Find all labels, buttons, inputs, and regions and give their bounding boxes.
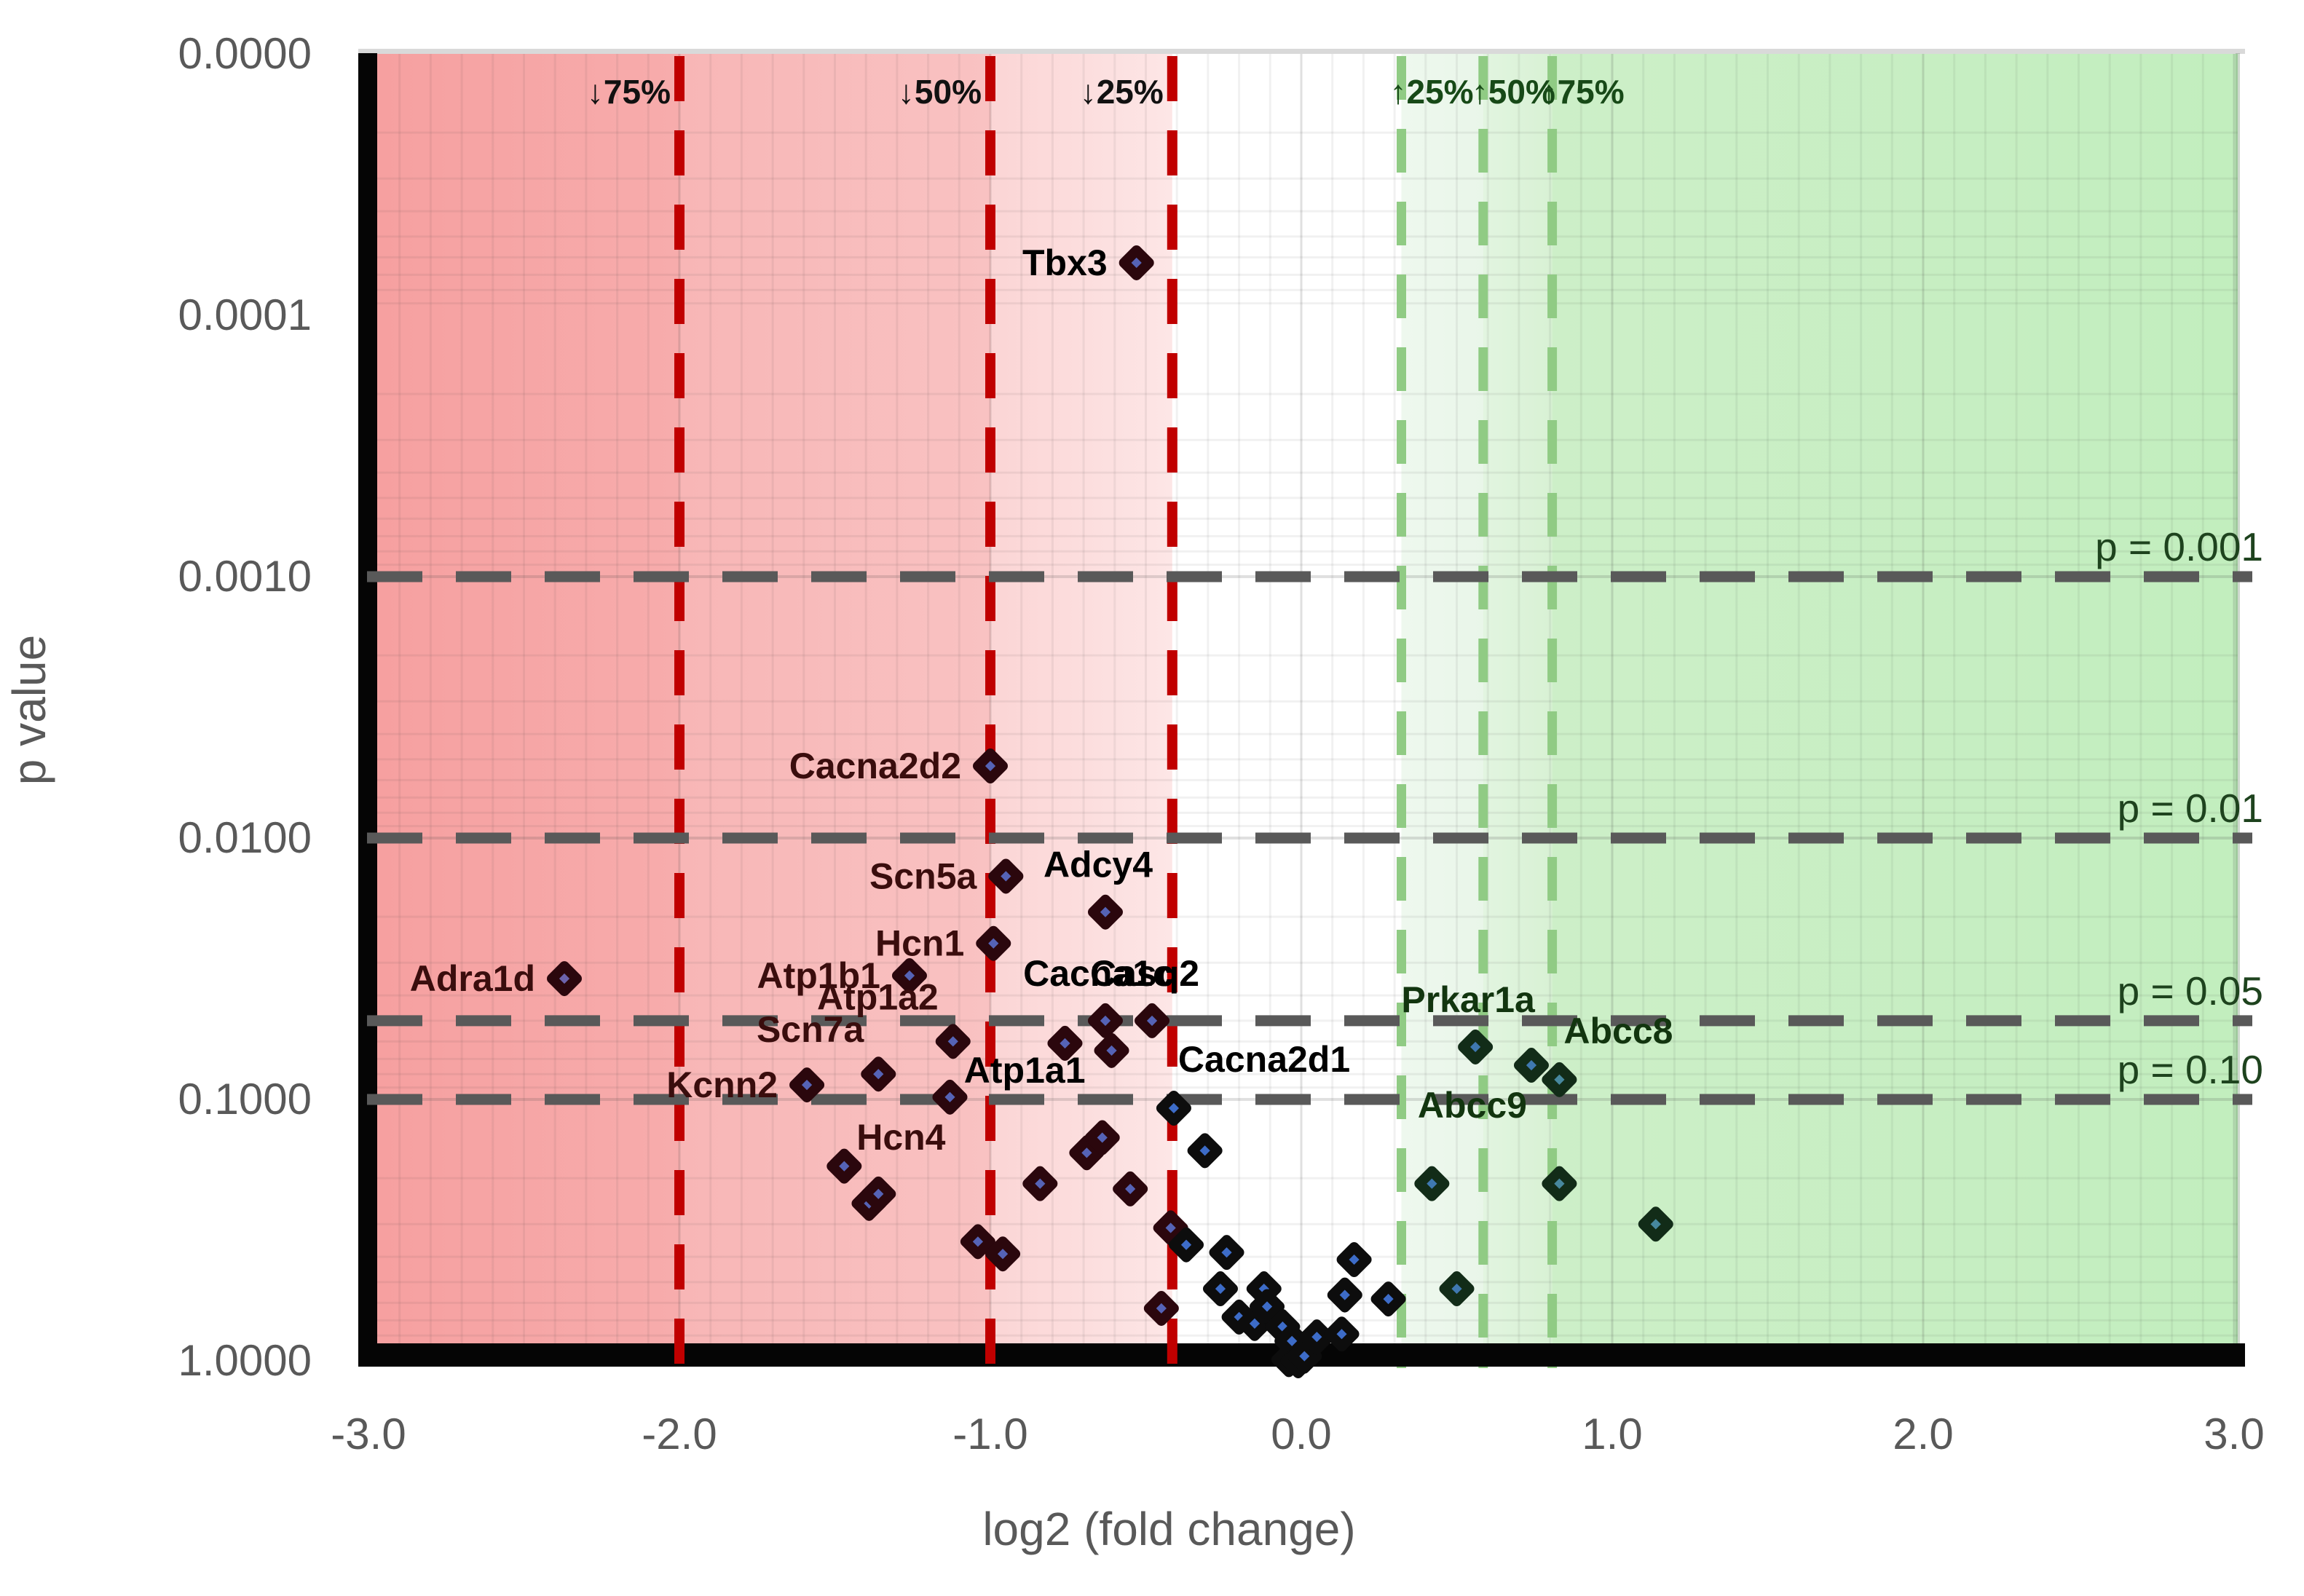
data-point-casq2 [1135, 1003, 1170, 1038]
data-point [826, 1148, 862, 1184]
x-tick-label: -3.0 [331, 1410, 406, 1458]
gene-label-cacna2d2: Cacna2d2 [789, 746, 961, 786]
data-point [1202, 1271, 1238, 1307]
data-point-adcy4 [1087, 894, 1123, 930]
gene-label-atp1b1: Atp1b1 [757, 955, 880, 996]
fold-down-label: ↓75% [587, 73, 671, 111]
data-point [1250, 1289, 1285, 1324]
data-point-atp1b1 [891, 957, 927, 993]
data-point [861, 1176, 896, 1212]
gene-label-casq2: Casq2 [1090, 953, 1199, 994]
x-tick-label: 2.0 [1893, 1410, 1953, 1458]
data-point-cacna2d1 [1156, 1091, 1191, 1126]
data-point [1370, 1281, 1406, 1317]
fold-up-label: ↑50% [1472, 73, 1555, 111]
data-point [985, 1236, 1021, 1272]
data-point-hcn1 [976, 925, 1011, 961]
fold-up-label: ↑25% [1389, 73, 1473, 111]
y-tick-label: 0.0001 [178, 291, 312, 339]
x-tick-label: -1.0 [952, 1410, 1027, 1458]
gene-label-kcnn2: Kcnn2 [666, 1064, 778, 1105]
p-threshold-label: p = 0.05 [2118, 968, 2263, 1014]
data-point [1047, 1025, 1083, 1061]
y-axis-line [358, 53, 377, 1367]
data-point-hcn4 [932, 1079, 968, 1115]
data-point-cacna1c [1087, 1003, 1123, 1038]
data-point [1414, 1166, 1450, 1201]
gene-label-abcc9: Abcc9 [1418, 1085, 1527, 1126]
x-tick-label: 1.0 [1582, 1410, 1642, 1458]
gene-label-adcy4: Adcy4 [1043, 845, 1153, 885]
y-tick-label: 1.0000 [178, 1336, 312, 1385]
data-point [1169, 1227, 1204, 1263]
gene-label-hcn1: Hcn1 [875, 923, 964, 964]
y-tick-label: 0.0010 [178, 552, 312, 601]
data-point [1327, 1277, 1362, 1313]
data-point-tbx3 [1119, 245, 1154, 280]
gene-label-scn5a: Scn5a [869, 856, 978, 896]
data-point-atp1a2 [935, 1024, 971, 1059]
p-threshold-label: p = 0.10 [2118, 1047, 2263, 1092]
data-point [1336, 1241, 1372, 1277]
data-point-prkar1a [1458, 1029, 1494, 1064]
plot-top-border [358, 49, 2245, 54]
data-point [1022, 1166, 1058, 1201]
fold-up-label: ↑75% [1541, 73, 1625, 111]
data-point [1439, 1271, 1475, 1307]
data-point [1143, 1290, 1179, 1326]
gene-label-tbx3: Tbx3 [1022, 242, 1108, 283]
data-point [1113, 1171, 1148, 1206]
data-point-adra1d [547, 961, 583, 997]
data-point [1153, 1210, 1188, 1246]
y-tick-label: 0.0100 [178, 813, 312, 862]
gene-label-adra1d: Adra1d [410, 958, 535, 999]
x-tick-label: 0.0 [1271, 1410, 1331, 1458]
gene-label-scn7a: Scn7a [757, 1009, 865, 1050]
gene-label-prkar1a: Prkar1a [1401, 979, 1536, 1020]
data-point-abcc8 [1542, 1062, 1577, 1097]
gene-label-atp1a2: Atp1a2 [817, 976, 939, 1017]
data-point-scn5a [988, 858, 1024, 894]
x-tick-label: 3.0 [2204, 1410, 2264, 1458]
data-point-atp1a1 [1094, 1032, 1129, 1068]
data-point-abcc9 [1513, 1048, 1549, 1083]
plot-background [377, 53, 2238, 1361]
fold-down-label: ↓50% [898, 73, 982, 111]
fold-down-label: ↓25% [1080, 73, 1164, 111]
data-point [1209, 1235, 1244, 1271]
gene-label-atp1a1: Atp1a1 [964, 1050, 1086, 1091]
data-points [547, 245, 1673, 1378]
data-point [960, 1224, 995, 1260]
y-axis-title: p value [3, 635, 55, 785]
p-threshold-label: p = 0.001 [2095, 524, 2263, 569]
gene-label-cacna2d1: Cacna2d1 [1178, 1039, 1350, 1080]
data-point-cacna2d2 [973, 748, 1008, 784]
data-point [1542, 1166, 1577, 1201]
data-point-kcnn2 [789, 1067, 825, 1103]
data-point [1084, 1120, 1120, 1155]
data-point [1187, 1133, 1223, 1169]
p-threshold-label: p = 0.01 [2118, 786, 2263, 831]
y-tick-label: 0.0000 [178, 29, 312, 78]
gene-label-cacna1c: Cacna1c [1023, 953, 1173, 994]
x-tick-label: -2.0 [642, 1410, 717, 1458]
data-point [1638, 1206, 1673, 1242]
x-axis-title: log2 (fold change) [982, 1503, 1355, 1555]
gene-label-abcc8: Abcc8 [1563, 1011, 1673, 1051]
data-point-scn7a [861, 1056, 896, 1092]
y-tick-label: 0.1000 [178, 1075, 312, 1123]
data-point [1324, 1316, 1360, 1352]
gene-label-hcn4: Hcn4 [856, 1117, 945, 1158]
